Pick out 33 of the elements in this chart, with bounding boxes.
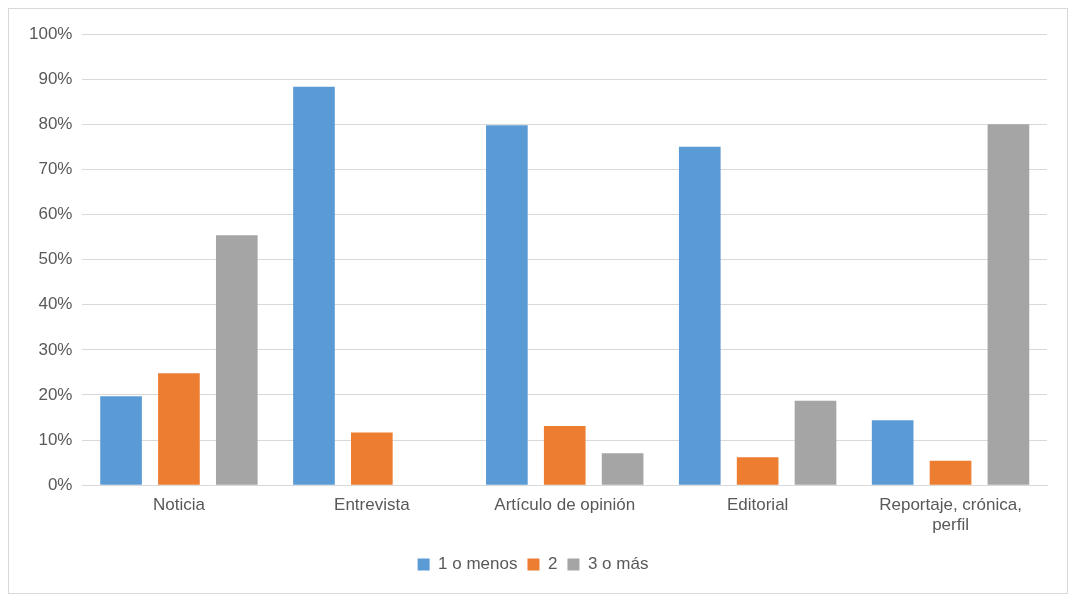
bar <box>601 453 644 485</box>
y-tick-label: 10% <box>38 429 73 449</box>
bar <box>293 86 335 485</box>
y-tick-label: 70% <box>38 159 73 179</box>
x-tick-label: Noticia <box>152 495 206 515</box>
bar <box>158 373 200 485</box>
y-tick-label: 80% <box>38 113 73 133</box>
bar <box>486 125 528 485</box>
legend-label: 1 o menos <box>438 554 518 574</box>
y-tick-label: 20% <box>38 384 73 404</box>
bar <box>100 396 142 485</box>
y-tick-label: 60% <box>38 204 73 224</box>
bar <box>794 400 837 485</box>
x-tick-label: Editorial <box>726 495 789 515</box>
bar <box>543 426 586 485</box>
bar <box>215 235 258 485</box>
x-tick-label: Artículo de opinión <box>494 495 636 515</box>
bar <box>871 420 914 485</box>
bar <box>987 124 1030 485</box>
y-tick-label: 0% <box>47 474 73 494</box>
bar <box>736 457 779 485</box>
x-tick-label: Entrevista <box>334 495 411 515</box>
bar <box>351 432 393 485</box>
y-tick-label: 40% <box>38 294 73 314</box>
legend-label: 3 o más <box>587 554 649 574</box>
bar <box>929 460 972 485</box>
legend-label: 2 <box>547 554 558 574</box>
y-tick-label: 100% <box>29 23 73 43</box>
y-tick-label: 90% <box>38 68 73 88</box>
y-tick-label: 50% <box>38 249 73 269</box>
x-tick-label: Reportaje, crónica, perfil <box>879 495 1022 535</box>
bar <box>678 146 721 485</box>
y-tick-label: 30% <box>38 339 73 359</box>
